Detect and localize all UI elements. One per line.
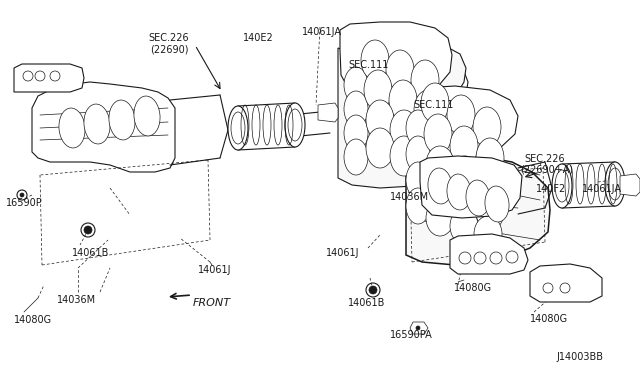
Ellipse shape bbox=[414, 144, 442, 184]
Polygon shape bbox=[406, 112, 550, 265]
Ellipse shape bbox=[390, 136, 418, 176]
Text: 14080G: 14080G bbox=[14, 315, 52, 325]
Text: 140E2: 140E2 bbox=[243, 33, 274, 43]
Ellipse shape bbox=[447, 95, 475, 135]
Ellipse shape bbox=[386, 50, 414, 90]
Ellipse shape bbox=[17, 190, 27, 200]
Polygon shape bbox=[620, 174, 640, 196]
Ellipse shape bbox=[476, 166, 504, 202]
Text: 14061JA: 14061JA bbox=[582, 184, 622, 194]
Ellipse shape bbox=[552, 164, 572, 208]
Ellipse shape bbox=[466, 180, 490, 216]
Text: 14036M: 14036M bbox=[390, 192, 429, 202]
Ellipse shape bbox=[414, 90, 442, 130]
Ellipse shape bbox=[451, 184, 479, 220]
Text: 14061B: 14061B bbox=[72, 248, 109, 258]
Polygon shape bbox=[420, 156, 522, 218]
Ellipse shape bbox=[447, 174, 471, 210]
Text: SEC.111: SEC.111 bbox=[413, 100, 453, 110]
Ellipse shape bbox=[366, 100, 394, 140]
Ellipse shape bbox=[411, 60, 439, 100]
Ellipse shape bbox=[406, 162, 430, 198]
Ellipse shape bbox=[424, 114, 452, 154]
Text: 14061J: 14061J bbox=[198, 265, 232, 275]
Ellipse shape bbox=[361, 40, 389, 80]
Polygon shape bbox=[14, 64, 84, 92]
Ellipse shape bbox=[608, 168, 622, 200]
Ellipse shape bbox=[406, 188, 430, 224]
Ellipse shape bbox=[84, 226, 92, 234]
Polygon shape bbox=[450, 234, 528, 274]
Ellipse shape bbox=[109, 100, 135, 140]
Polygon shape bbox=[530, 264, 602, 302]
Ellipse shape bbox=[416, 326, 420, 330]
Text: SEC.226: SEC.226 bbox=[524, 154, 564, 164]
Polygon shape bbox=[338, 44, 480, 188]
Ellipse shape bbox=[421, 83, 449, 123]
Polygon shape bbox=[408, 86, 518, 157]
Text: J14003BB: J14003BB bbox=[556, 352, 603, 362]
Text: 16590P: 16590P bbox=[6, 198, 43, 208]
Text: SEC.111: SEC.111 bbox=[348, 60, 388, 70]
Ellipse shape bbox=[476, 194, 504, 230]
Ellipse shape bbox=[485, 186, 509, 222]
Polygon shape bbox=[370, 52, 468, 120]
Ellipse shape bbox=[344, 115, 368, 151]
Ellipse shape bbox=[231, 112, 245, 144]
Polygon shape bbox=[340, 22, 452, 98]
Ellipse shape bbox=[59, 108, 85, 148]
Ellipse shape bbox=[285, 103, 305, 147]
Text: 14036M: 14036M bbox=[57, 295, 96, 305]
Ellipse shape bbox=[369, 286, 377, 294]
Ellipse shape bbox=[288, 109, 302, 141]
Ellipse shape bbox=[474, 216, 502, 252]
Ellipse shape bbox=[84, 104, 110, 144]
Ellipse shape bbox=[428, 168, 452, 204]
Text: 14061JA: 14061JA bbox=[302, 27, 342, 37]
Ellipse shape bbox=[473, 107, 501, 147]
Text: 14061J: 14061J bbox=[326, 248, 360, 258]
Ellipse shape bbox=[20, 193, 24, 197]
Ellipse shape bbox=[426, 200, 454, 236]
Ellipse shape bbox=[344, 67, 368, 103]
Ellipse shape bbox=[413, 323, 423, 333]
Polygon shape bbox=[32, 82, 175, 172]
Polygon shape bbox=[410, 322, 428, 334]
Ellipse shape bbox=[406, 110, 430, 146]
Text: 14061B: 14061B bbox=[348, 298, 385, 308]
Ellipse shape bbox=[555, 170, 569, 202]
Ellipse shape bbox=[344, 91, 368, 127]
Ellipse shape bbox=[390, 110, 418, 150]
Ellipse shape bbox=[364, 70, 392, 110]
Ellipse shape bbox=[450, 208, 478, 244]
Ellipse shape bbox=[406, 136, 430, 172]
Text: 140F2: 140F2 bbox=[536, 184, 566, 194]
Ellipse shape bbox=[389, 80, 417, 120]
Ellipse shape bbox=[344, 139, 368, 175]
Text: (22690): (22690) bbox=[150, 44, 189, 54]
Ellipse shape bbox=[450, 126, 478, 166]
Text: (22690+A): (22690+A) bbox=[520, 165, 573, 175]
Text: 14080G: 14080G bbox=[454, 283, 492, 293]
Ellipse shape bbox=[426, 146, 454, 182]
Ellipse shape bbox=[476, 138, 504, 178]
Ellipse shape bbox=[426, 174, 454, 210]
Text: FRONT: FRONT bbox=[193, 298, 231, 308]
Ellipse shape bbox=[414, 120, 442, 160]
Text: 14080G: 14080G bbox=[530, 314, 568, 324]
Text: 16590PA: 16590PA bbox=[390, 330, 433, 340]
Polygon shape bbox=[318, 103, 338, 122]
Ellipse shape bbox=[228, 106, 248, 150]
Ellipse shape bbox=[451, 156, 479, 192]
Ellipse shape bbox=[134, 96, 160, 136]
Text: SEC.226: SEC.226 bbox=[148, 33, 189, 43]
Ellipse shape bbox=[605, 162, 625, 206]
Ellipse shape bbox=[366, 128, 394, 168]
